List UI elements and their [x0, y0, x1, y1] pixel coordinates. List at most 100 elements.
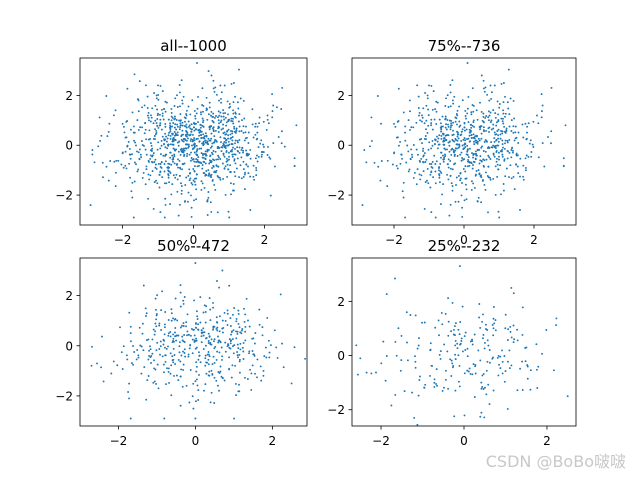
data-point [205, 154, 208, 157]
data-point [463, 137, 466, 140]
data-point [490, 97, 493, 100]
data-point [503, 355, 506, 357]
data-point [475, 173, 477, 176]
data-point [204, 132, 207, 135]
x-tick-label: 2 [530, 233, 538, 247]
data-point [153, 135, 156, 137]
data-point [182, 325, 185, 327]
data-point [441, 193, 444, 196]
data-point [502, 82, 505, 84]
data-point [238, 371, 241, 374]
data-point [179, 126, 182, 129]
data-point [122, 166, 125, 169]
data-point [466, 165, 469, 168]
data-point [157, 162, 160, 165]
data-point [96, 362, 98, 365]
data-point [254, 372, 256, 375]
data-point [256, 376, 258, 379]
y-tick-label: 0 [65, 339, 73, 353]
data-point [464, 170, 467, 173]
data-point [444, 126, 447, 129]
data-point [235, 129, 238, 132]
data-point [231, 345, 234, 348]
data-point [185, 143, 188, 146]
data-point [236, 101, 239, 104]
data-point [440, 311, 443, 314]
data-point [192, 328, 195, 331]
data-point [164, 354, 167, 357]
data-point [474, 150, 477, 153]
data-point [488, 114, 491, 117]
data-point [490, 91, 493, 94]
data-point [159, 153, 162, 156]
data-point [525, 346, 528, 349]
data-point [167, 134, 170, 137]
data-point [157, 93, 160, 96]
data-point [487, 110, 490, 113]
data-point [495, 160, 498, 163]
data-point [461, 206, 464, 209]
data-point [472, 156, 474, 159]
data-point [164, 146, 167, 149]
data-point [251, 364, 254, 367]
data-point [183, 162, 186, 165]
data-point [137, 99, 140, 102]
data-point [233, 153, 236, 156]
data-point [200, 180, 203, 183]
data-point [228, 155, 230, 158]
data-point [234, 95, 237, 98]
data-point [433, 118, 436, 121]
data-point [227, 134, 230, 137]
data-point [217, 165, 220, 168]
data-point [444, 148, 447, 151]
data-point [122, 125, 125, 128]
data-point [222, 142, 225, 145]
data-point [223, 155, 226, 158]
data-point [242, 341, 245, 344]
data-point [472, 104, 475, 107]
data-point [205, 96, 208, 99]
data-point [142, 284, 145, 287]
data-point [164, 197, 167, 200]
data-point [236, 332, 239, 335]
data-point [517, 142, 520, 144]
data-point [425, 158, 428, 161]
data-point [471, 343, 474, 346]
data-point [422, 150, 424, 152]
data-point [457, 200, 460, 203]
data-point [238, 151, 241, 154]
data-point [431, 160, 434, 163]
data-point [236, 330, 239, 333]
data-point [498, 158, 500, 161]
data-point [215, 93, 218, 96]
data-point [234, 142, 236, 145]
data-point [146, 95, 149, 98]
data-point [138, 148, 141, 151]
data-point [231, 153, 234, 156]
data-point [524, 169, 527, 172]
data-point [233, 417, 236, 420]
data-point [363, 149, 366, 151]
data-point [225, 157, 228, 160]
data-point [202, 133, 205, 136]
data-point [177, 144, 180, 147]
data-point [454, 322, 457, 325]
data-point [507, 328, 510, 331]
scatter-points [361, 62, 567, 219]
x-tick-label: 0 [460, 434, 468, 448]
data-point [492, 389, 495, 392]
data-point [472, 363, 475, 366]
data-point [197, 389, 200, 392]
data-point [151, 107, 154, 110]
data-point [245, 297, 248, 300]
data-point [137, 168, 140, 171]
data-point [252, 164, 255, 167]
data-point [504, 313, 507, 316]
data-point [199, 361, 202, 364]
data-point [224, 350, 227, 353]
data-point [500, 150, 503, 153]
data-point [529, 369, 532, 372]
data-point [145, 339, 148, 342]
data-point [181, 335, 184, 338]
data-point [490, 146, 493, 149]
